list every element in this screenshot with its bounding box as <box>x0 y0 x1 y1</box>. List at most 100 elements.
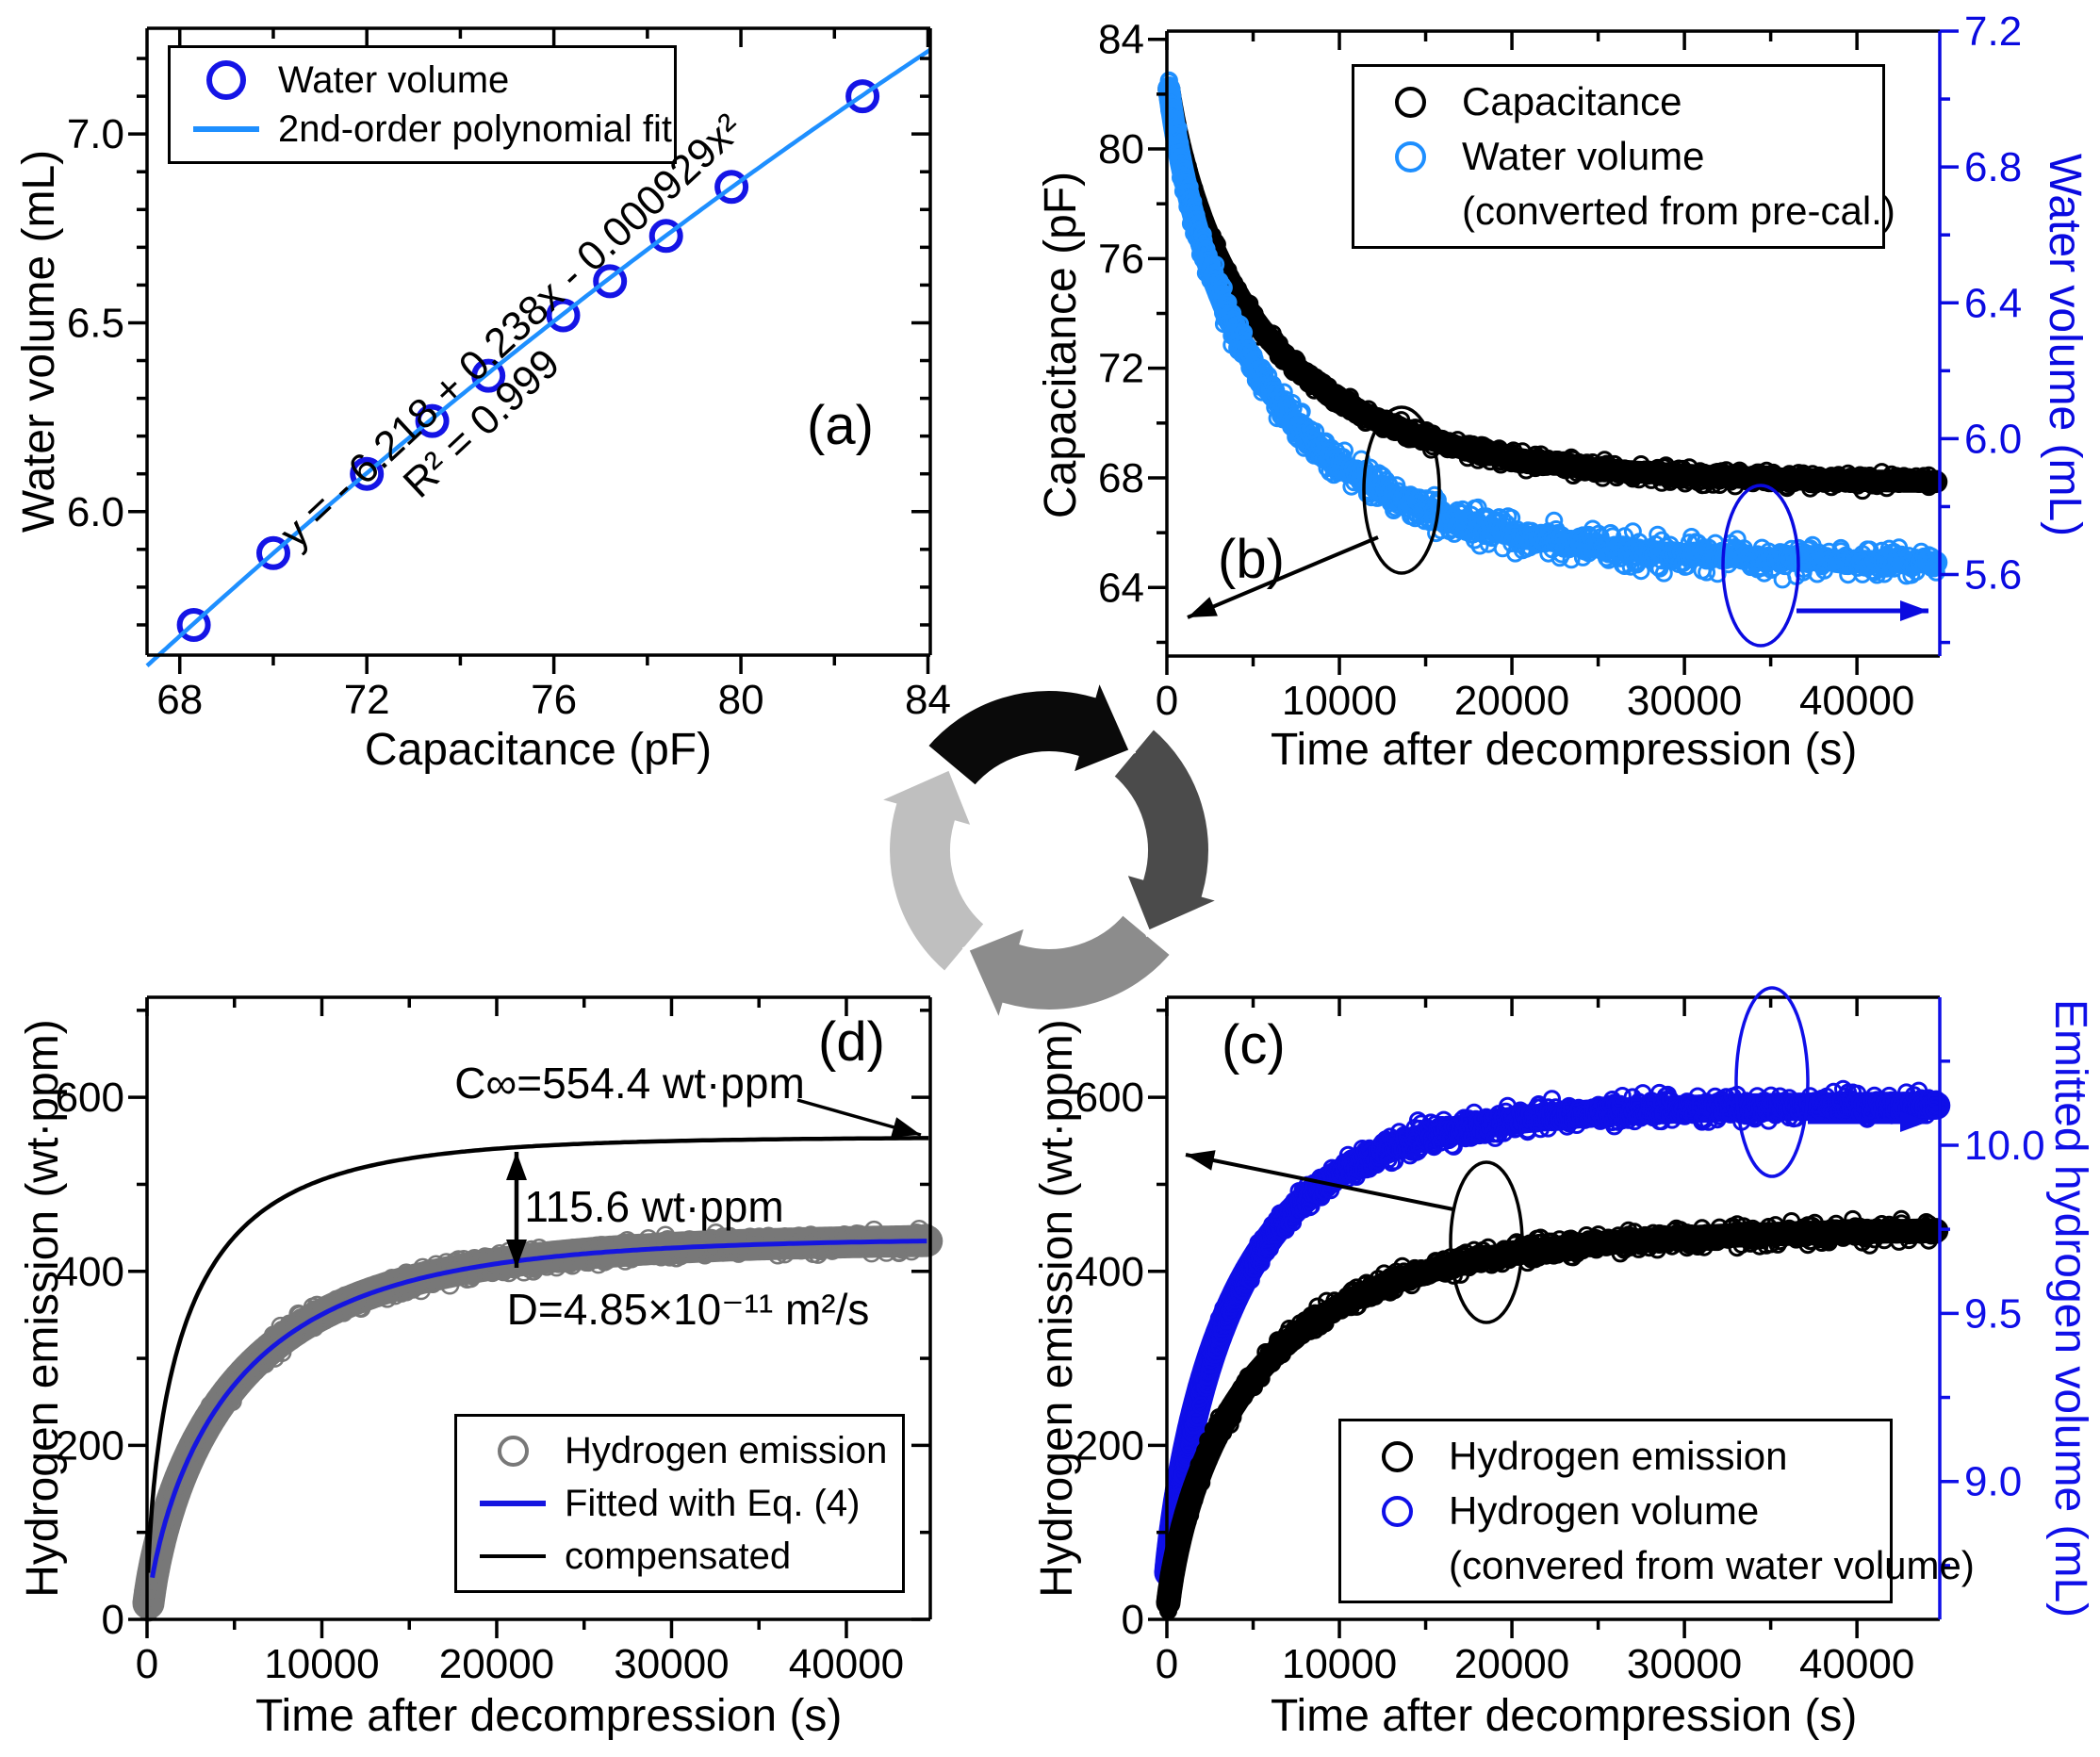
hydrogen-emission-marker-icon <box>1381 1440 1413 1472</box>
annotation-arrow <box>1185 1153 1454 1211</box>
legend-item: Water volume <box>1358 129 1879 184</box>
legend-item: Hydrogen emission <box>461 1424 898 1477</box>
hydrogen-volume-marker-icon <box>1381 1495 1413 1527</box>
tick-label: 0 <box>1156 1641 1178 1687</box>
tick-label: 400 <box>56 1249 124 1295</box>
cycle-arrow-left-icon <box>866 763 992 979</box>
cycle-arrow-top-icon <box>920 667 1137 793</box>
legend-label: Water volume <box>278 58 510 101</box>
highlight-ellipse <box>1721 484 1800 648</box>
panel-b-legend: Capacitance Water volume (converted from… <box>1352 64 1895 249</box>
tick-label: 64 <box>1098 565 1144 611</box>
water-volume-marker-icon <box>1394 140 1426 172</box>
legend-label: Hydrogen emission <box>565 1429 888 1471</box>
legend-item: Fitted with Eq. (4) <box>461 1477 898 1530</box>
tick-label: 30000 <box>1627 1641 1742 1687</box>
compensated-line-marker-icon <box>480 1554 546 1558</box>
tick-label: 600 <box>1075 1075 1144 1121</box>
legend-label-note: (convered from water volume) <box>1449 1543 1975 1587</box>
panel-d-legend: Hydrogen emission Fitted with Eq. (4) co… <box>454 1414 905 1593</box>
panel-b-plot: 0 10000 20000 30000 40000 64 68 72 76 80 84 5.6 6.0 6… <box>1098 8 2022 724</box>
delta-concentration-annotation: 115.6 wt·ppm <box>524 1182 784 1231</box>
legend-item-note: (converted from pre-cal.) <box>1358 184 1895 238</box>
tick-label: 10000 <box>264 1641 379 1687</box>
panel-c-plot: 0 10000 20000 30000 40000 0 200 400 600 9.0 9.5 10.… <box>1075 986 2045 1687</box>
tick-label: 76 <box>531 677 577 723</box>
tick-label: 200 <box>56 1422 124 1469</box>
panel-a-legend: Water volume 2nd-order polynomial fit <box>168 45 677 164</box>
c-infinity-annotation: C∞=554.4 wt·ppm <box>454 1059 805 1108</box>
legend-label: Water volume <box>1462 134 1705 178</box>
tick-label: 0 <box>1156 678 1178 724</box>
tick-label: 6.8 <box>1964 144 2022 190</box>
tick-label: 0 <box>1122 1597 1144 1643</box>
series-water-volume <box>176 79 880 642</box>
series-compensated <box>145 1136 929 1573</box>
legend-item: compensated <box>461 1530 898 1583</box>
legend-label: compensated <box>565 1535 792 1577</box>
legend-item: Water volume <box>174 56 670 105</box>
cycle-arrow-bottom-icon <box>961 908 1178 1033</box>
legend-label: Hydrogen emission <box>1449 1434 1788 1478</box>
tick-label: 68 <box>156 677 203 723</box>
panel-b-label: (b) <box>1218 529 1285 590</box>
tick-label: 7.2 <box>1964 8 2022 55</box>
tick-label: 5.6 <box>1964 552 2022 599</box>
highlight-ellipse <box>1362 405 1441 575</box>
tick-label: 68 <box>1098 455 1144 501</box>
tick-label: 400 <box>1075 1249 1144 1295</box>
series-water-volume-converted-from-pre-cal <box>1157 71 1948 589</box>
legend-item: Hydrogen volume <box>1345 1484 1886 1538</box>
tick-label: 76 <box>1098 236 1144 282</box>
tick-label: 30000 <box>614 1641 729 1687</box>
arrowhead-icon <box>1186 1150 1216 1171</box>
tick-label: 80 <box>718 677 764 723</box>
tick-label: 6.5 <box>67 300 124 346</box>
arrowhead-icon <box>1900 1111 1928 1132</box>
tick-label: 20000 <box>1454 1641 1569 1687</box>
legend-item-note: (convered from water volume) <box>1345 1538 1975 1593</box>
water-volume-marker-icon <box>206 60 246 100</box>
panel-a-x-axis-title: Capacitance (pF) <box>364 725 713 775</box>
arrowhead-icon <box>1900 600 1928 621</box>
tick-label: 40000 <box>789 1641 904 1687</box>
panel-b-right-axis-title: Water volume (mL) <box>2040 153 2090 537</box>
legend-label: Capacitance <box>1462 79 1682 123</box>
tick-label: 80 <box>1098 126 1144 172</box>
panel-c-axes: 0 10000 20000 30000 40000 0 200 400 600 9.0 9.5 10.… <box>1075 995 2045 1687</box>
panel-a-y-axis-title: Water volume (mL) <box>14 149 64 534</box>
capacitance-marker-icon <box>1394 86 1426 118</box>
tick-label: 600 <box>56 1075 124 1121</box>
cycle-arrow-right-icon <box>1107 721 1232 938</box>
tick-label: 72 <box>344 677 390 723</box>
panel-c-legend: Hydrogen emission Hydrogen volume (conve… <box>1338 1419 1975 1603</box>
panel-c-x-axis-title: Time after decompression (s) <box>1271 1691 1858 1741</box>
tick-label: 30000 <box>1627 678 1742 724</box>
center-cycle-diagram <box>866 667 1232 1033</box>
tick-label: 84 <box>905 677 951 723</box>
diffusivity-annotation: D=4.85×10⁻¹¹ m²/s <box>506 1285 870 1334</box>
tick-label: 0 <box>136 1641 158 1687</box>
highlight-ellipse <box>1734 986 1810 1178</box>
legend-item: 2nd-order polynomial fit <box>174 105 672 154</box>
panel-a-label: (a) <box>807 395 874 456</box>
tick-label: 200 <box>1075 1422 1144 1469</box>
legend-label: Hydrogen volume <box>1449 1488 1760 1533</box>
tick-label: 6.0 <box>67 489 124 535</box>
panel-c-left-axis-title: Hydrogen emission (wt·ppm) <box>1032 1019 1082 1598</box>
series-2nd-order-polynomial-fit <box>145 47 932 667</box>
legend-item: Hydrogen emission <box>1345 1429 1886 1484</box>
hydrogen-emission-marker-icon <box>497 1435 529 1467</box>
arrowhead-icon <box>891 1117 921 1138</box>
panel-d-axes: 0 10000 20000 30000 40000 0 200 400 600 <box>56 995 932 1687</box>
tick-label: 10000 <box>1282 1641 1397 1687</box>
tick-label: 6.4 <box>1964 280 2022 326</box>
tick-label: 20000 <box>439 1641 554 1687</box>
annotation-arrow <box>1187 535 1379 619</box>
panel-a-plot: 68 72 76 80 84 6.0 6.5 7.0 <box>67 26 951 723</box>
tick-label: 10000 <box>1282 678 1397 724</box>
legend-item: Capacitance <box>1358 74 1879 129</box>
arrowhead-icon <box>1188 597 1218 617</box>
panel-c-label: (c) <box>1222 1014 1286 1076</box>
